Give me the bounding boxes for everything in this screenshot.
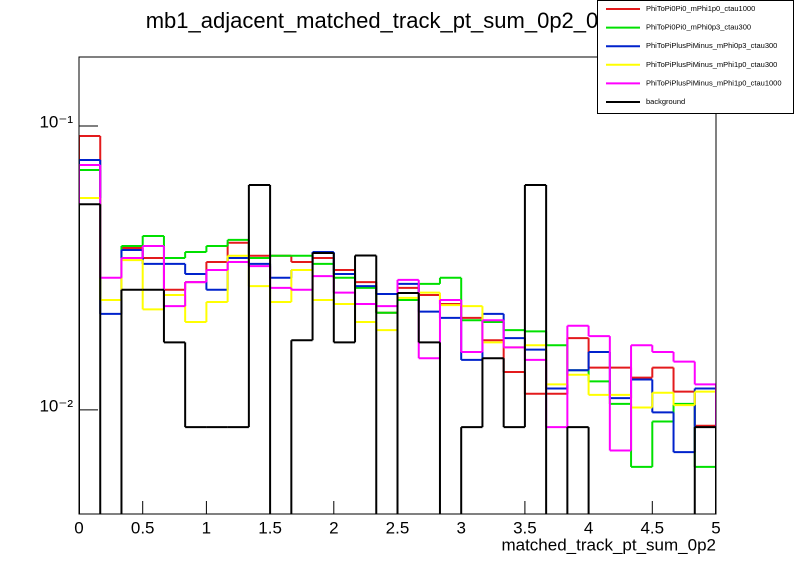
legend-box bbox=[597, 0, 794, 114]
x-tick-label: 3.5 bbox=[513, 518, 537, 537]
legend: PhiToPi0Pi0_mPhi1p0_ctau1000 PhiToPi0Pi0_… bbox=[597, 0, 794, 114]
axes: 0 0.5 1 1.5 2 2.5 3 3.5 4 4.5 5 10⁻² 10⁻¹ bbox=[39, 112, 720, 537]
legend-label: PhiToPiPlusPiMinus_mPhi0p3_ctau300 bbox=[646, 41, 777, 50]
x-tick-label: 3 bbox=[456, 518, 465, 537]
y-tick-label: 10⁻¹ bbox=[39, 112, 73, 131]
legend-label: PhiToPi0Pi0_mPhi1p0_ctau1000 bbox=[646, 4, 755, 13]
histogram-series bbox=[79, 183, 716, 514]
legend-label: background bbox=[646, 97, 685, 106]
legend-label: PhiToPi0Pi0_mPhi0p3_ctau300 bbox=[646, 23, 751, 32]
plot-area bbox=[79, 135, 716, 514]
x-tick-label: 1 bbox=[202, 518, 211, 537]
x-tick-label: 4 bbox=[584, 518, 593, 537]
x-tick-label: 0.5 bbox=[131, 518, 155, 537]
x-tick-label: 0 bbox=[74, 518, 83, 537]
legend-label: PhiToPiPlusPiMinus_mPhi1p0_ctau1000 bbox=[646, 78, 782, 87]
y-tick-label: 10⁻² bbox=[39, 396, 73, 415]
x-tick-label: 2.5 bbox=[386, 518, 410, 537]
chart-title: mb1_adjacent_matched_track_pt_sum_0p2_0 bbox=[146, 8, 599, 33]
histogram-series bbox=[79, 163, 716, 514]
x-tick-label: 2 bbox=[329, 518, 338, 537]
legend-label: PhiToPiPlusPiMinus_mPhi1p0_ctau300 bbox=[646, 60, 777, 69]
x-axis-label: matched_track_pt_sum_0p2 bbox=[501, 535, 716, 554]
x-tick-label: 5 bbox=[711, 518, 720, 537]
x-tick-label: 4.5 bbox=[640, 518, 664, 537]
x-tick-label: 1.5 bbox=[258, 518, 282, 537]
